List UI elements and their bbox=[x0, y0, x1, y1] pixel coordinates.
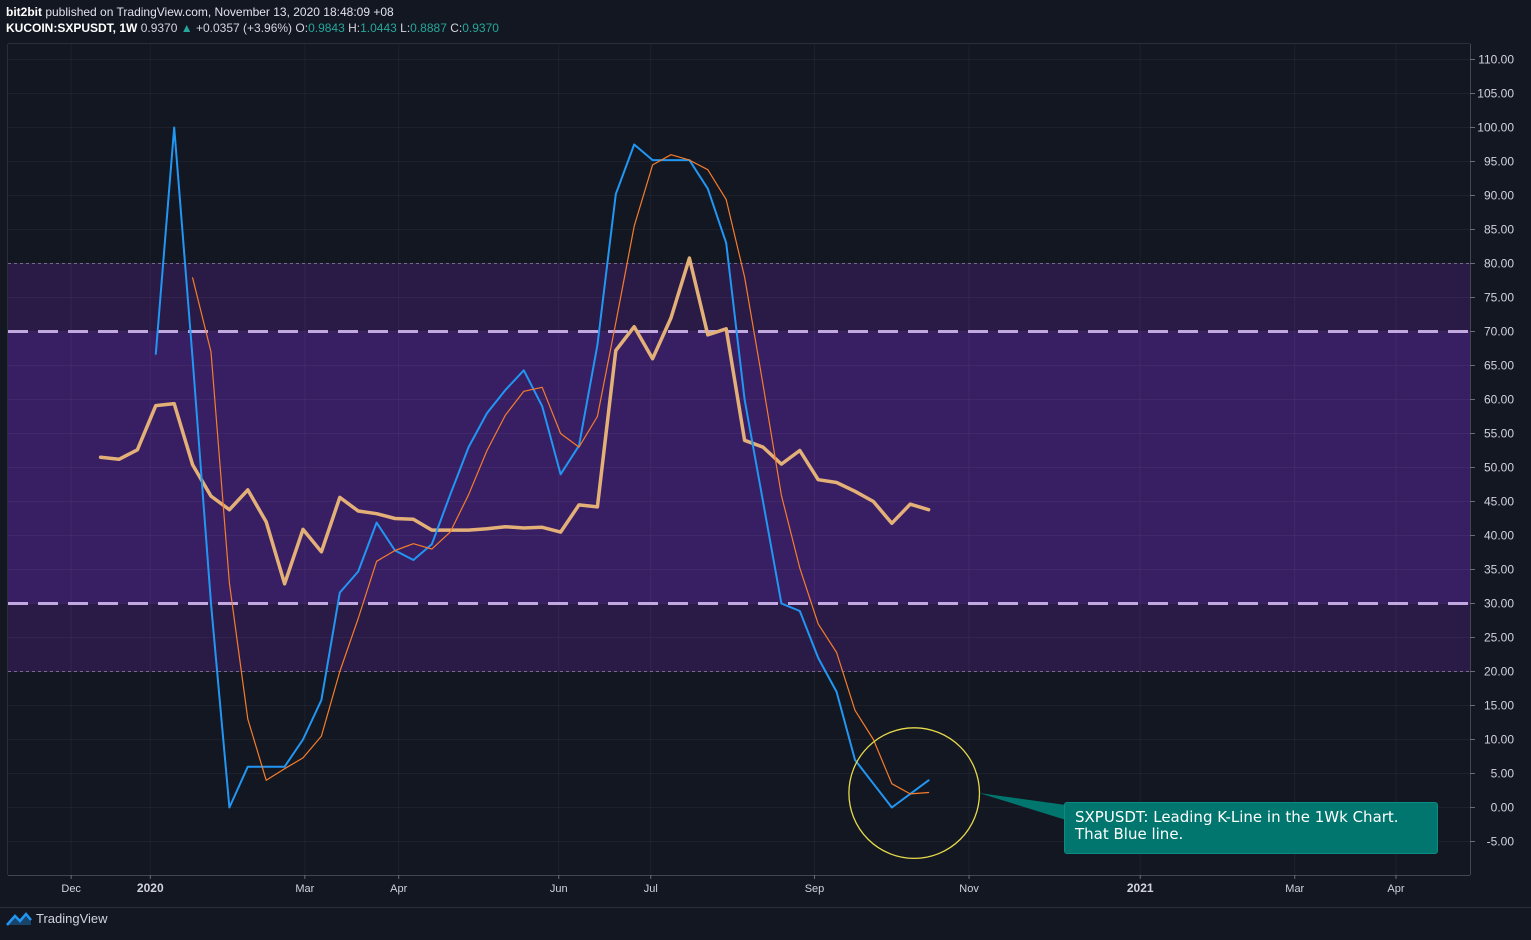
annotation-callout[interactable]: SXPUSDT: Leading K-Line in the 1Wk Chart… bbox=[1064, 802, 1438, 854]
series-line-thick_tan bbox=[98, 256, 931, 586]
axes: 110.00 105.00 100.00 95.00 90.00 85.00 80.00 75… bbox=[0, 0, 1531, 908]
chart-header: bit2bit published on TradingView.com, No… bbox=[6, 4, 499, 36]
y-tick-label: 110.00 bbox=[1478, 53, 1514, 67]
open-value: 0.9843 bbox=[308, 21, 345, 35]
y-tick-label: 100.00 bbox=[1477, 121, 1514, 135]
x-tick-label: 2020 bbox=[137, 881, 164, 895]
x-tick-label: Mar bbox=[295, 883, 314, 895]
y-tick-label: 65.00 bbox=[1484, 359, 1514, 373]
y-tick-label: 30.00 bbox=[1484, 597, 1514, 611]
annotation-shapes bbox=[848, 727, 1066, 860]
level-lines bbox=[8, 263, 1470, 672]
y-tick-label: 45.00 bbox=[1484, 495, 1514, 509]
y-tick-label: 20.00 bbox=[1484, 665, 1514, 679]
open-label: O: bbox=[295, 21, 309, 35]
x-tick-label: Jun bbox=[550, 883, 568, 895]
y-tick-label: 10.00 bbox=[1484, 733, 1514, 747]
y-tick-label: 85.00 bbox=[1484, 223, 1514, 237]
grid-lines bbox=[8, 44, 1470, 875]
callout-pointer bbox=[979, 793, 1066, 820]
y-tick-label: 80.00 bbox=[1484, 257, 1514, 271]
tradingview-logo-icon bbox=[6, 911, 32, 926]
annotation-line-1: SXPUSDT: Leading K-Line in the 1Wk Chart… bbox=[1075, 808, 1399, 826]
y-tick-label: 40.00 bbox=[1484, 529, 1514, 543]
footer-brand[interactable]: TradingView bbox=[6, 911, 108, 926]
x-tick-label: Apr bbox=[1387, 883, 1404, 895]
x-tick-label: 2021 bbox=[1127, 881, 1154, 895]
band-inner bbox=[8, 331, 1470, 604]
x-tick-label: Apr bbox=[390, 883, 407, 895]
y-tick-label: 25.00 bbox=[1484, 631, 1514, 645]
y-tick-label: 5.00 bbox=[1491, 767, 1515, 781]
price-change: +0.0357 (+3.96%) bbox=[195, 21, 293, 35]
indicator-series bbox=[98, 126, 931, 809]
close-label: C: bbox=[450, 21, 463, 35]
y-tick-label: -5.00 bbox=[1487, 835, 1515, 849]
low-label: L: bbox=[400, 21, 411, 35]
publisher-username[interactable]: bit2bit bbox=[6, 5, 42, 19]
y-axis-background bbox=[1470, 0, 1531, 908]
x-tick-label: Sep bbox=[805, 883, 825, 895]
annotation-line-2: That Blue line. bbox=[1075, 825, 1184, 843]
change-arrow-icon: ▲ bbox=[180, 21, 193, 35]
y-tick-label: 70.00 bbox=[1484, 325, 1514, 339]
y-tick-label: 50.00 bbox=[1484, 461, 1514, 475]
published-info: published on TradingView.com, November 1… bbox=[42, 5, 394, 19]
x-tick-label: Dec bbox=[61, 883, 81, 895]
y-tick-label: 15.00 bbox=[1484, 699, 1514, 713]
close-value: 0.9370 bbox=[462, 21, 499, 35]
y-tick-label: 75.00 bbox=[1484, 291, 1514, 305]
y-tick-label: 55.00 bbox=[1484, 427, 1514, 441]
x-tick-label: Jul bbox=[644, 883, 658, 895]
high-label: H: bbox=[348, 21, 361, 35]
x-tick-label: Mar bbox=[1285, 883, 1304, 895]
y-tick-label: 35.00 bbox=[1484, 563, 1514, 577]
y-tick-label: 90.00 bbox=[1484, 189, 1514, 203]
high-value: 1.0443 bbox=[360, 21, 397, 35]
low-value: 0.8887 bbox=[410, 21, 447, 35]
publisher-line: bit2bit published on TradingView.com, No… bbox=[6, 4, 499, 20]
y-tick-label: 105.00 bbox=[1477, 87, 1514, 101]
symbol-info-line: KUCOIN:SXPUSDT, 1W 0.9370 ▲ +0.0357 (+3.… bbox=[6, 20, 499, 36]
y-tick-label: 0.00 bbox=[1491, 801, 1515, 815]
y-tick-label: 95.00 bbox=[1484, 155, 1514, 169]
last-price: 0.9370 bbox=[140, 21, 178, 35]
y-tick-label: 60.00 bbox=[1484, 393, 1514, 407]
symbol-label[interactable]: KUCOIN:SXPUSDT, 1W bbox=[6, 21, 138, 35]
footer-brand-label: TradingView bbox=[36, 911, 108, 926]
x-tick-label: Nov bbox=[959, 883, 979, 895]
